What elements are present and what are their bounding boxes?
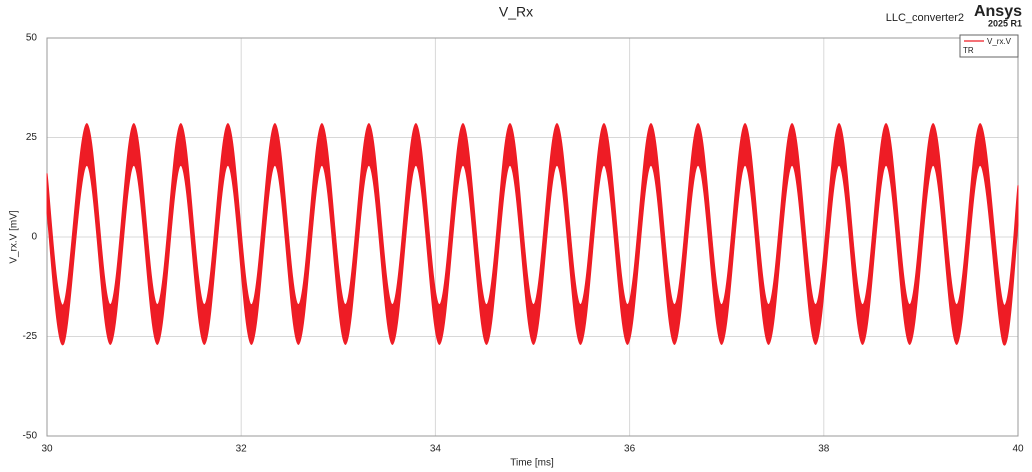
y-tick-label: 50 — [26, 33, 38, 44]
legend-note: TR — [963, 46, 974, 55]
y-tick-label: 25 — [26, 132, 38, 143]
plot-frame — [46, 37, 1019, 437]
x-axis-label: Time [ms] — [510, 458, 554, 469]
y-tick-label: -25 — [23, 331, 38, 342]
y-axis-label: V_rx.V [mV] — [9, 210, 20, 264]
x-tick-label: 30 — [41, 444, 53, 455]
x-tick-label: 32 — [236, 444, 248, 455]
x-tick-label: 36 — [624, 444, 636, 455]
signal-band — [46, 123, 1019, 346]
x-tick-label: 34 — [430, 444, 442, 455]
legend-label: V_rx.V — [987, 37, 1012, 46]
y-tick-label: -50 — [23, 431, 38, 442]
chart-title: V_Rx — [499, 4, 533, 20]
project-name: LLC_converter2 — [886, 12, 964, 24]
y-tick-label: 0 — [31, 232, 37, 243]
x-tick-label: 40 — [1012, 444, 1024, 455]
x-tick-label: 38 — [818, 444, 830, 455]
brand: Ansys — [974, 3, 1022, 20]
version: 2025 R1 — [988, 18, 1022, 28]
legend: V_rx.V TR — [959, 34, 1019, 58]
